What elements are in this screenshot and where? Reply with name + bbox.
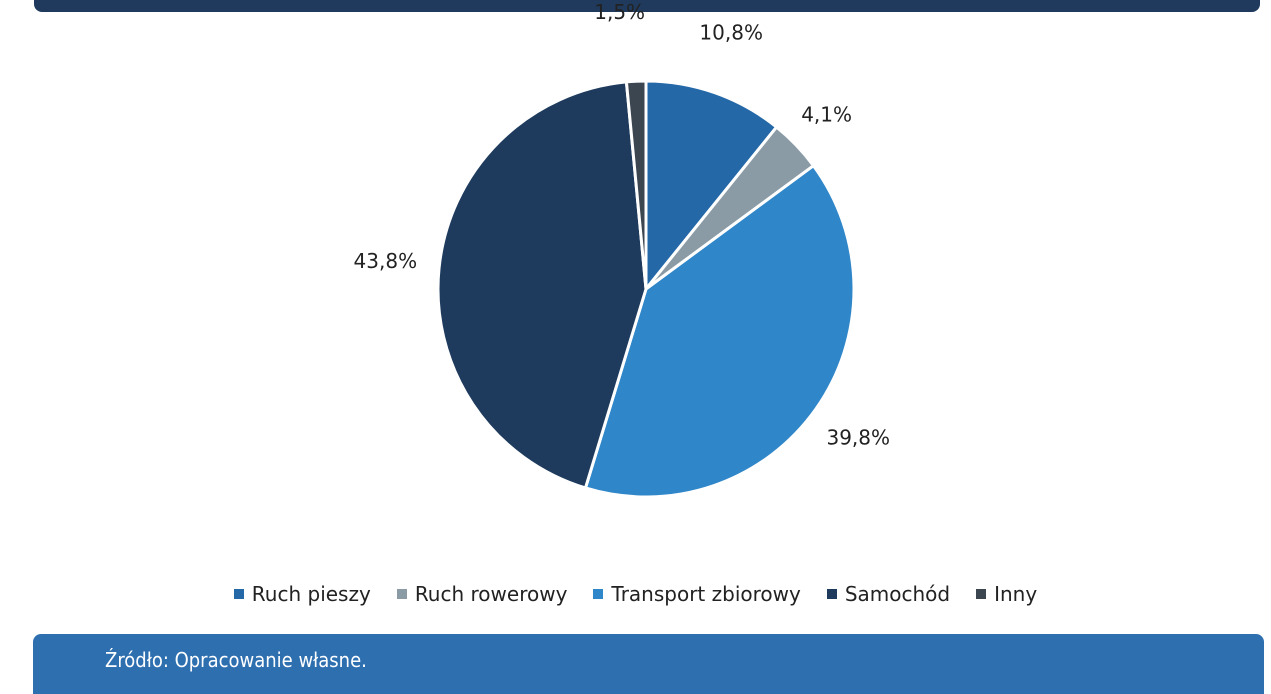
- legend-swatch: [396, 589, 407, 599]
- legend-label: Inny: [994, 582, 1038, 606]
- legend-swatch: [976, 589, 987, 599]
- pie-slice-ruch-pieszy: [644, 79, 779, 294]
- legend-label: Ruch rowerowy: [414, 582, 568, 606]
- data-label-inny: 1,5%: [594, 0, 645, 24]
- data-label-ruch-rowerowy: 4,1%: [801, 103, 852, 127]
- legend-swatch: [826, 589, 837, 599]
- pie-data-labels: 10,8% 4,1% 39,8% 43,8% 1,5%: [354, 0, 890, 450]
- legend-label: Samochód: [844, 582, 951, 606]
- data-label-transport-zbiorowy: 39,8%: [826, 426, 890, 450]
- legend-item-inny: Inny: [976, 582, 1037, 606]
- legend-swatch: [593, 589, 604, 599]
- legend-label: Transport zbiorowy: [611, 582, 801, 606]
- source-bar: Źródło: Opracowanie własne.: [33, 634, 1264, 694]
- pie-slice-transport-zbiorowy: [583, 163, 856, 499]
- chart-legend: Ruch pieszy Ruch rowerowy Transport zbio…: [0, 582, 1271, 606]
- top-banner: [34, 0, 1260, 12]
- legend-label: Ruch pieszy: [251, 582, 371, 606]
- legend-item-ruch-rowerowy: Ruch rowerowy: [396, 582, 568, 606]
- legend-item-transport-zbiorowy: Transport zbiorowy: [593, 582, 801, 606]
- pie-slice-inny: [624, 79, 648, 290]
- data-label-samochód: 43,8%: [354, 249, 418, 273]
- legend-item-ruch-pieszy: Ruch pieszy: [233, 582, 371, 606]
- source-text: Źródło: Opracowanie własne.: [105, 648, 367, 672]
- legend-swatch: [233, 589, 244, 599]
- data-label-ruch-pieszy: 10,8%: [699, 20, 763, 44]
- legend-item-samochod: Samochód: [826, 582, 951, 606]
- pie-slice-samochód: [436, 80, 648, 490]
- pie-slices: [436, 79, 856, 499]
